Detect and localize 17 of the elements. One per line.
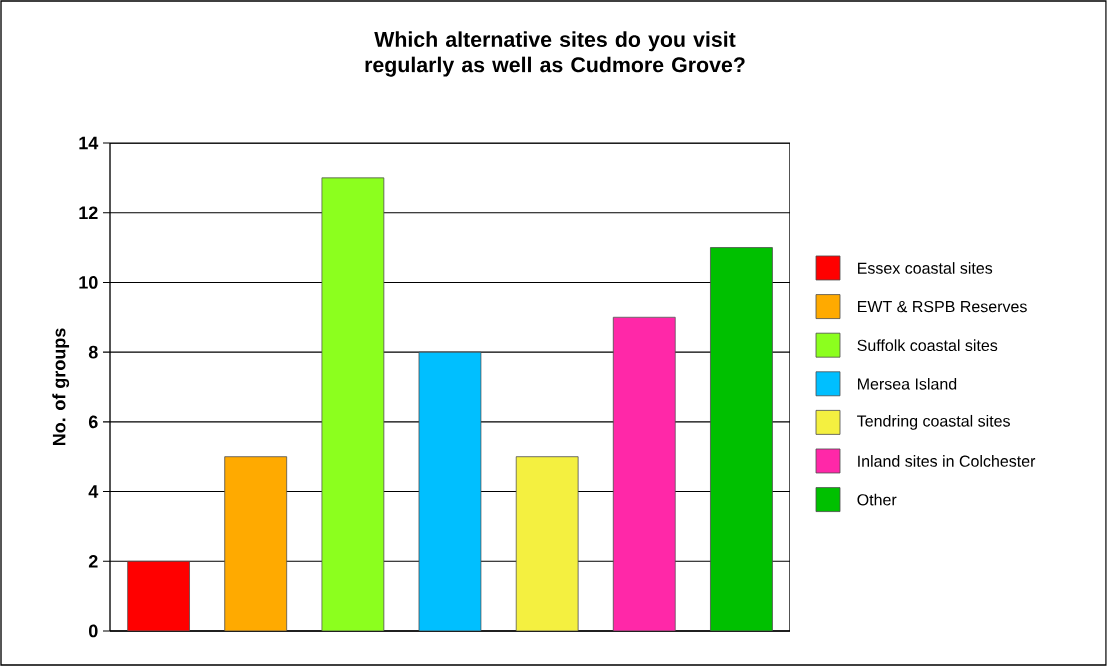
y-tick-label: 4 — [88, 485, 99, 498]
legend-label: Other — [857, 493, 897, 506]
y-tick-label: 14 — [79, 136, 99, 150]
y-tick-label: 2 — [88, 554, 98, 568]
y-tick-label: 12 — [79, 206, 98, 219]
legend-label: Tendring coastal sites — [857, 414, 1010, 430]
legend-label: EWT & RSPB Reserves — [858, 300, 1027, 313]
y-axis-title: No. of groups — [52, 328, 70, 446]
y-tick-label: 6 — [88, 415, 98, 429]
legend-label: Mersea Island — [858, 377, 957, 390]
legend-label: Suffolk coastal sites — [857, 339, 998, 352]
y-tick-label: 0 — [89, 624, 98, 638]
chart-title: Which alternative sites do you visit regularly as well as Cudmore Grove? — [365, 31, 745, 77]
y-tick-label: 8 — [88, 345, 98, 359]
legend-label: Inland sites in Colchester — [858, 455, 1036, 467]
legend-label: Essex coastal sites — [858, 262, 993, 274]
y-tick-label: 10 — [79, 276, 98, 289]
